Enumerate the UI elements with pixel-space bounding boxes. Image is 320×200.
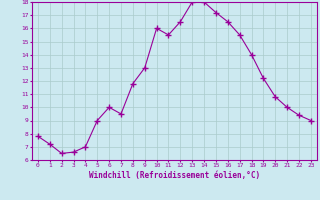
X-axis label: Windchill (Refroidissement éolien,°C): Windchill (Refroidissement éolien,°C) [89,171,260,180]
